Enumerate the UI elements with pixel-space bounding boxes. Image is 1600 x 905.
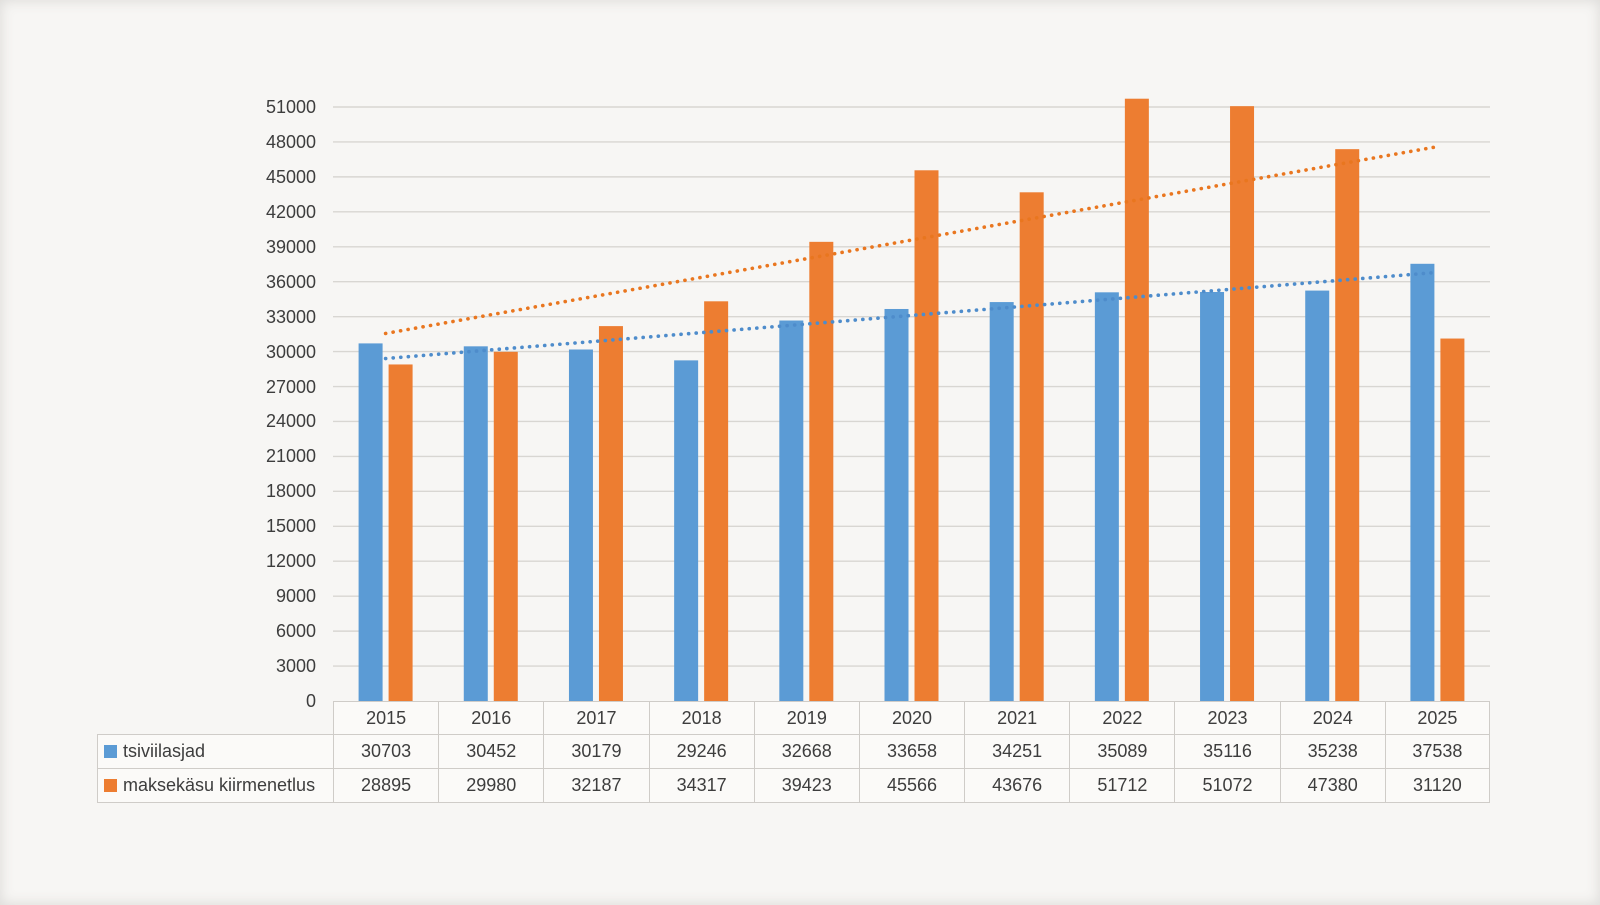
bar-maksekäsu-2024: [1335, 149, 1360, 701]
category-cell-2020: 2020: [858, 701, 966, 735]
y-axis-tick-label-42000: 42000: [265, 201, 316, 222]
legend-label: maksekäsu kiirmenetlus: [123, 775, 316, 795]
bar-maksekäsu-2015: [388, 364, 413, 701]
value-cell-tsiviilasjad-2025: 37538: [1384, 734, 1490, 769]
bar-tsiviilasjad-2018: [674, 360, 699, 701]
legend-color-swatch-orange: [104, 779, 117, 792]
bar-maksekäsu-2019: [809, 241, 834, 701]
value-cell-tsiviilasjad-2017: 30179: [543, 734, 650, 769]
bar-maksekäsu-2017: [598, 326, 623, 701]
category-cell-2016: 2016: [438, 701, 545, 735]
legend-cell-tsiviilasjad: tsiviilasjad: [97, 734, 334, 769]
y-axis-tick-label-21000: 21000: [265, 446, 316, 467]
bar-tsiviilasjad-2019: [779, 320, 804, 701]
y-axis-tick-label-15000: 15000: [265, 516, 316, 537]
bar-maksekäsu-2023: [1230, 106, 1255, 701]
value-cell-maksekäsu-2016: 29980: [438, 768, 545, 803]
category-cell-2022: 2022: [1069, 701, 1176, 735]
y-axis-tick-label-0: 0: [305, 691, 316, 711]
bar-maksekäsu-2016: [493, 351, 518, 701]
y-axis-tick-label-48000: 48000: [265, 131, 316, 152]
bar-tsiviilasjad-2024: [1305, 290, 1330, 701]
value-cell-maksekäsu-2022: 51712: [1069, 768, 1176, 803]
y-axis-tick-label-24000: 24000: [265, 411, 316, 432]
y-axis-tick-label-51000: 51000: [265, 97, 316, 117]
category-cell-2025: 2025: [1384, 701, 1490, 735]
y-axis-tick-label-27000: 27000: [265, 376, 316, 397]
y-axis-tick-label-12000: 12000: [265, 551, 316, 572]
bar-tsiviilasjad-2020: [884, 308, 909, 701]
category-cell-2015: 2015: [333, 701, 440, 735]
bar-tsiviilasjad-2025: [1410, 263, 1435, 701]
category-cell-2018: 2018: [648, 701, 755, 735]
bar-tsiviilasjad-2017: [568, 349, 593, 701]
value-cell-maksekäsu-2018: 34317: [648, 768, 755, 803]
value-cell-tsiviilasjad-2015: 30703: [333, 734, 440, 769]
value-cell-tsiviilasjad-2024: 35238: [1279, 734, 1386, 769]
category-cell-2019: 2019: [753, 701, 860, 735]
bar-tsiviilasjad-2023: [1200, 292, 1225, 701]
value-cell-tsiviilasjad-2019: 32668: [753, 734, 860, 769]
value-cell-tsiviilasjad-2018: 29246: [648, 734, 755, 769]
y-axis-tick-label-3000: 3000: [275, 656, 316, 677]
value-cell-maksekäsu-2024: 47380: [1279, 768, 1386, 803]
bar-maksekäsu-2025: [1440, 338, 1465, 701]
value-cell-tsiviilasjad-2020: 33658: [858, 734, 966, 769]
value-cell-maksekäsu-2015: 28895: [333, 768, 440, 803]
legend-color-swatch-blue: [104, 745, 117, 758]
bar-tsiviilasjad-2015: [358, 343, 383, 701]
value-cell-maksekäsu-2017: 32187: [543, 768, 650, 803]
bar-tsiviilasjad-2022: [1094, 292, 1119, 701]
value-cell-tsiviilasjad-2022: 35089: [1069, 734, 1176, 769]
category-cell-2023: 2023: [1174, 701, 1281, 735]
value-cell-tsiviilasjad-2021: 34251: [964, 734, 1071, 769]
bar-maksekäsu-2021: [1019, 192, 1044, 702]
value-cell-maksekäsu-2025: 31120: [1384, 768, 1490, 803]
category-cell-2017: 2017: [543, 701, 650, 735]
bar-maksekäsu-2020: [914, 170, 939, 702]
trendline-tsiviilasjad: [383, 270, 1440, 361]
y-axis-tick-label-30000: 30000: [265, 341, 316, 362]
legend-cell-maksekäsu: maksekäsu kiirmenetlus: [97, 768, 334, 803]
value-cell-maksekäsu-2021: 43676: [964, 768, 1071, 803]
y-axis-tick-label-45000: 45000: [265, 166, 316, 187]
y-axis-tick-label-18000: 18000: [265, 481, 316, 502]
value-cell-maksekäsu-2019: 39423: [753, 768, 860, 803]
bar-tsiviilasjad-2021: [989, 302, 1014, 701]
bar-maksekäsu-2022: [1124, 98, 1149, 702]
legend-label: tsiviilasjad: [123, 741, 206, 761]
y-axis-tick-label-9000: 9000: [275, 586, 316, 607]
y-axis-tick-label-39000: 39000: [265, 236, 316, 257]
value-cell-maksekäsu-2023: 51072: [1174, 768, 1281, 803]
y-axis-tick-label-6000: 6000: [275, 621, 316, 642]
bar-maksekäsu-2018: [704, 301, 729, 701]
value-cell-maksekäsu-2020: 45566: [858, 768, 966, 803]
category-cell-2024: 2024: [1279, 701, 1386, 735]
value-cell-tsiviilasjad-2023: 35116: [1174, 734, 1281, 769]
bar-tsiviilasjad-2016: [463, 346, 488, 701]
value-cell-tsiviilasjad-2016: 30452: [438, 734, 545, 769]
category-cell-2021: 2021: [964, 701, 1071, 735]
trendline-maksekäsu: [383, 144, 1440, 336]
y-axis-tick-label-36000: 36000: [265, 271, 316, 292]
y-axis-tick-label-33000: 33000: [265, 306, 316, 327]
